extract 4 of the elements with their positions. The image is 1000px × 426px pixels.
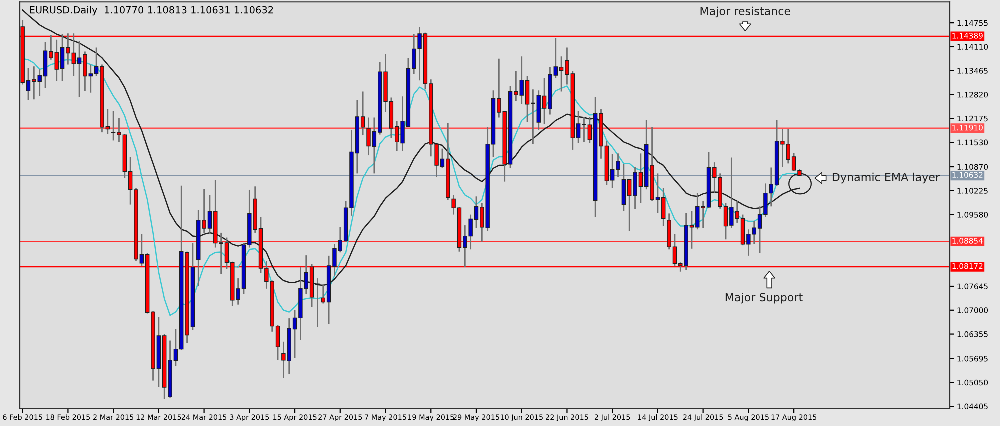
chart-title: EURUSD.Daily 1.10770 1.10813 1.10631 1.10632 <box>30 6 274 16</box>
annotation: Major resistance <box>700 6 790 18</box>
text: Dynamic EMA layer <box>832 172 940 184</box>
annotation: Major Support <box>726 293 803 304</box>
